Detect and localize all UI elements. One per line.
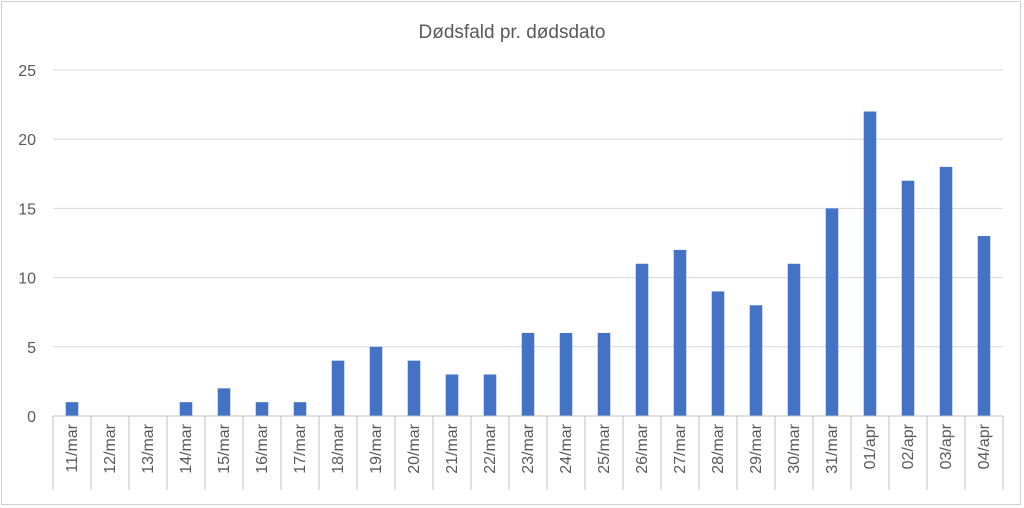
x-tick-label: 24/mar [558, 423, 575, 473]
bar [749, 305, 763, 416]
bar [255, 402, 269, 416]
bar [825, 208, 839, 416]
bar [673, 249, 687, 416]
bar [901, 180, 915, 416]
x-tick-label: 04/apr [976, 423, 993, 469]
x-tick-label: 12/mar [102, 423, 119, 473]
x-tick-label: 03/apr [938, 423, 955, 469]
x-tick-label: 01/apr [862, 423, 879, 469]
bar [179, 402, 193, 416]
bar [863, 111, 877, 417]
chart-title: Dødsfald pr. dødsdato [419, 22, 606, 43]
bar [331, 360, 345, 416]
x-tick-label: 26/mar [634, 423, 651, 473]
bar [65, 402, 79, 416]
bar [977, 236, 991, 416]
bar [559, 332, 573, 416]
x-axis-labels: 11/mar 12/mar 13/mar 14/mar 15/mar 16/mar 17/m… [64, 423, 993, 473]
x-tick-label: 19/mar [368, 423, 385, 473]
bar [483, 374, 497, 416]
bar [787, 263, 801, 416]
bar [217, 388, 231, 416]
x-tick-label: 16/mar [254, 423, 271, 473]
y-tick-label: 20 [18, 132, 36, 149]
x-tick-label: 31/mar [824, 423, 841, 473]
x-tick-label: 23/mar [520, 423, 537, 473]
bar [635, 263, 649, 416]
bar [445, 374, 459, 416]
x-axis-ticks [52, 416, 1004, 490]
x-tick-label: 20/mar [406, 423, 423, 473]
y-tick-label: 0 [27, 409, 36, 426]
x-tick-label: 17/mar [292, 423, 309, 473]
x-tick-label: 14/mar [178, 423, 195, 473]
y-tick-label: 5 [27, 340, 36, 357]
bars [65, 111, 991, 417]
y-tick-label: 10 [18, 271, 36, 288]
x-tick-label: 22/mar [482, 423, 499, 473]
x-tick-label: 11/mar [64, 423, 81, 472]
y-tick-label: 15 [18, 201, 36, 218]
x-tick-label: 29/mar [748, 423, 765, 473]
x-tick-label: 18/mar [330, 423, 347, 473]
x-tick-label: 02/apr [900, 423, 917, 469]
x-tick-label: 27/mar [672, 423, 689, 473]
bar [939, 166, 953, 416]
bar [597, 332, 611, 416]
x-tick-label: 13/mar [140, 423, 157, 473]
bar [369, 346, 383, 416]
x-tick-label: 25/mar [596, 423, 613, 473]
bar [407, 360, 421, 416]
x-tick-label: 15/mar [216, 423, 233, 473]
bar [293, 402, 307, 416]
gridlines [53, 69, 1003, 348]
x-tick-label: 21/mar [444, 423, 461, 473]
x-tick-label: 30/mar [786, 423, 803, 473]
bar [711, 291, 725, 416]
y-axis-ticks: 0 5 10 15 20 25 [18, 63, 36, 426]
x-tick-label: 28/mar [710, 423, 727, 473]
y-tick-label: 25 [18, 63, 36, 80]
bar [521, 332, 535, 416]
